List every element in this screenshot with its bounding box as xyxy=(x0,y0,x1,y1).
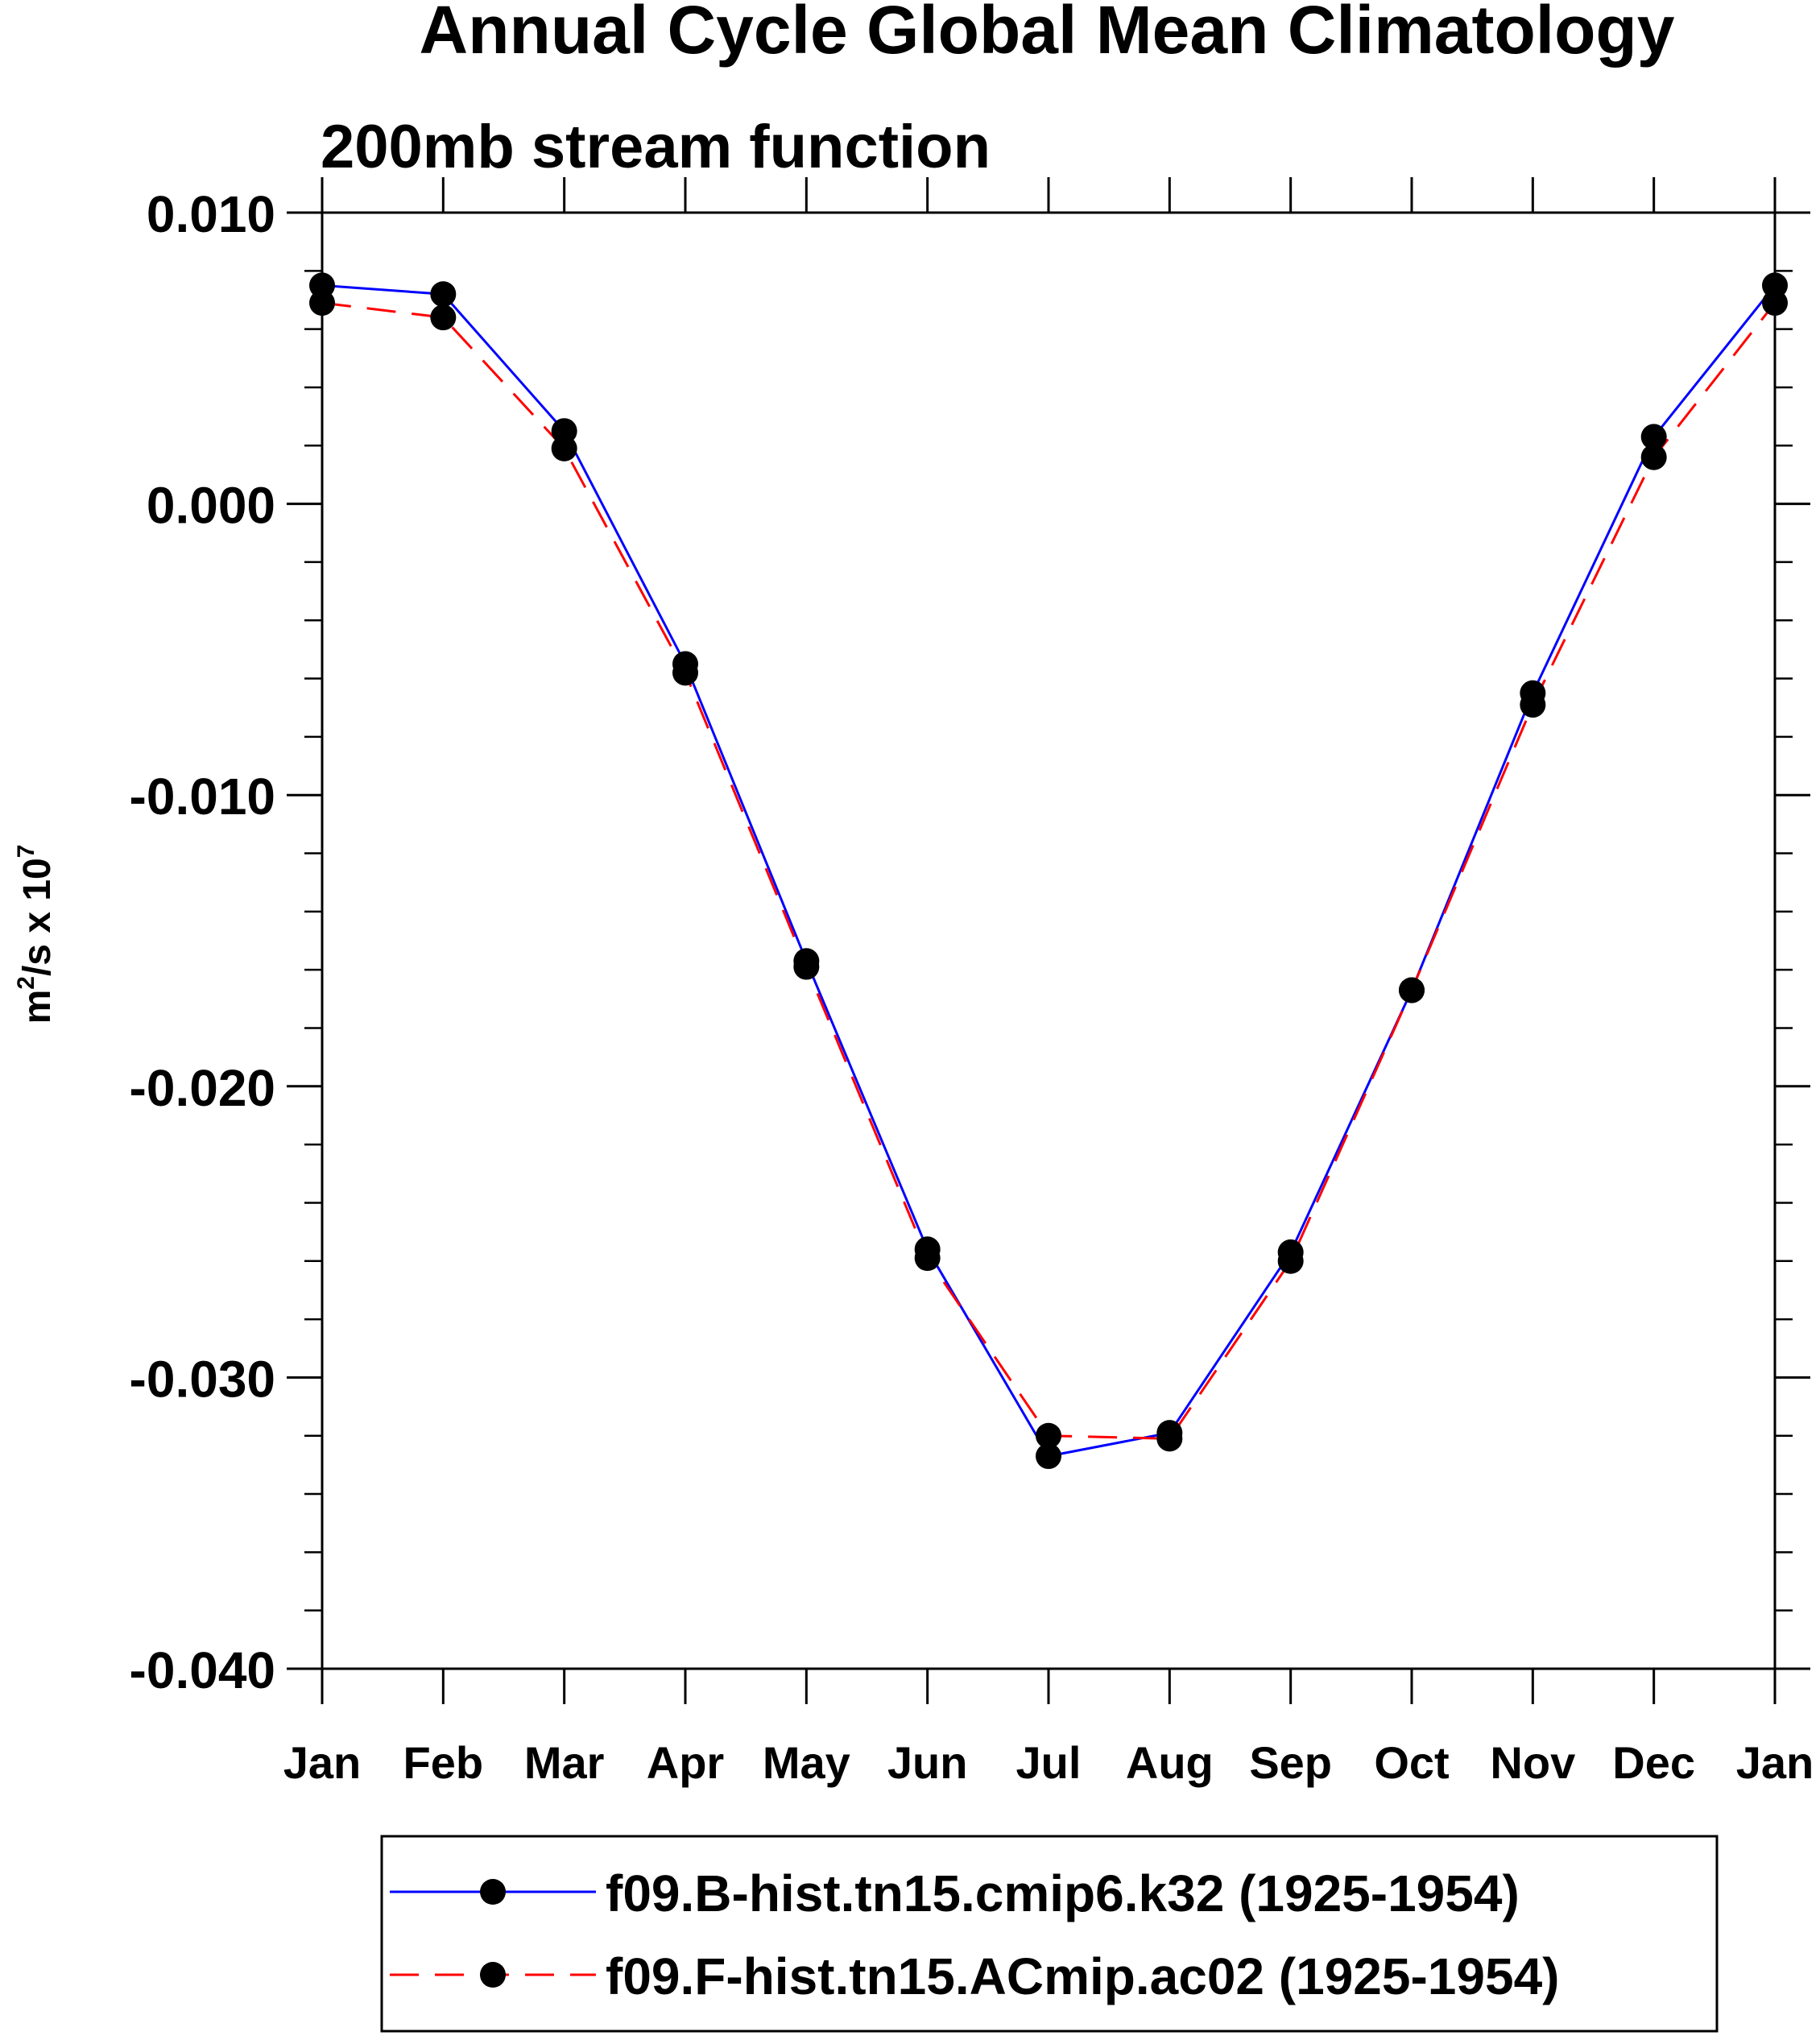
y-tick-label: -0.030 xyxy=(130,1350,275,1408)
series-2-point xyxy=(1520,692,1546,718)
x-tick-label: Sep xyxy=(1249,1737,1332,1788)
series-2-point xyxy=(1277,1248,1304,1274)
y-axis-label-base: m xyxy=(16,990,59,1024)
series-group xyxy=(309,272,1788,1470)
series-2-point xyxy=(1036,1422,1061,1449)
series-1-point xyxy=(1640,424,1667,450)
series-2-point xyxy=(672,660,698,686)
series-2-point xyxy=(1762,290,1788,317)
x-tick-label: Jun xyxy=(887,1737,968,1788)
y-axis-label-sup2: 7 xyxy=(13,845,39,859)
legend-marker-1 xyxy=(480,1879,506,1905)
legend-marker-2 xyxy=(480,1962,506,1988)
x-tick-label: Jul xyxy=(1016,1737,1082,1788)
series-2-point xyxy=(1156,1426,1183,1452)
axis-ticks xyxy=(287,177,1810,1704)
y-tick-label: -0.010 xyxy=(130,768,275,826)
y-tick-label: -0.020 xyxy=(130,1059,275,1117)
series-2-point xyxy=(1640,444,1667,470)
y-tick-label: 0.010 xyxy=(147,185,275,243)
chart-subtitle: 200mb stream function xyxy=(321,113,991,181)
legend-box xyxy=(380,1835,1719,2033)
y-axis-label-sup1: 2 xyxy=(13,976,39,990)
chart-title: Annual Cycle Global Mean Climatology xyxy=(420,0,1675,68)
series-2-point xyxy=(309,290,335,317)
series-2-point xyxy=(551,435,577,461)
y-axis-label: m2/s x 107 xyxy=(13,845,59,1024)
x-tick-label: Oct xyxy=(1374,1737,1449,1788)
y-tick-label: 0.000 xyxy=(147,477,275,535)
series-line-1 xyxy=(321,283,1777,1458)
x-tick-labels: Jan Feb Mar Apr May Jun Jul Aug Sep Oct Nov Dec Jan xyxy=(283,1737,1814,1788)
x-tick-label: Feb xyxy=(403,1737,484,1788)
x-tick-label: Apr xyxy=(647,1737,724,1788)
series-1-point xyxy=(430,281,457,308)
series-2-point xyxy=(430,304,457,331)
x-tick-label: Nov xyxy=(1490,1737,1575,1788)
x-tick-label: May xyxy=(763,1737,850,1788)
series-2-point xyxy=(793,954,820,980)
x-tick-label: Aug xyxy=(1126,1737,1214,1788)
y-tick-labels: 0.010 0.000 -0.010 -0.020 -0.030 -0.040 xyxy=(130,185,275,1699)
y-axis-label-mid: /s x 10 xyxy=(16,858,59,976)
series-2-point xyxy=(1399,977,1425,1003)
series-2-point xyxy=(914,1245,941,1272)
x-tick-label: Jan xyxy=(1736,1737,1814,1788)
series-1-point xyxy=(1036,1443,1061,1470)
x-tick-label: Mar xyxy=(524,1737,605,1788)
legend-label-1: f09.B-hist.tn15.cmip6.k32 (1925-1954) xyxy=(606,1864,1520,1922)
series-line-2 xyxy=(321,301,1777,1440)
legend-entries: f09.B-hist.tn15.cmip6.k32 (1925-1954) f09… xyxy=(390,1864,1559,2005)
y-tick-label: -0.040 xyxy=(130,1641,275,1699)
x-tick-label: Jan xyxy=(283,1737,362,1788)
x-tick-label: Dec xyxy=(1612,1737,1695,1788)
legend-label-2: f09.F-hist.tn15.ACmip.ac02 (1925-1954) xyxy=(606,1947,1559,2005)
